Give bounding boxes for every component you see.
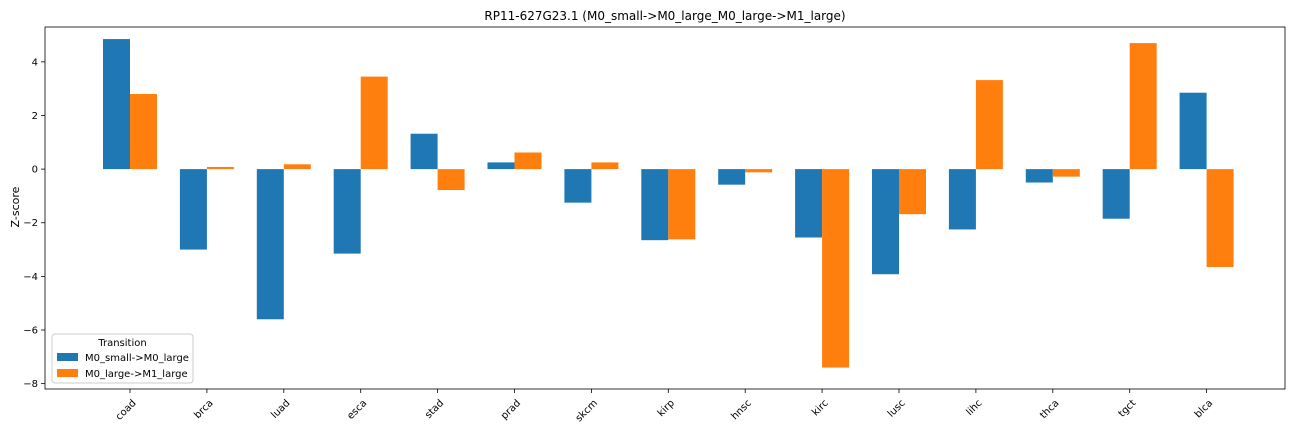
bar-m0-small-m0-large-kirc [795, 169, 823, 238]
x-tick-label: tgct [1117, 398, 1139, 420]
x-tick-label: kirp [656, 398, 677, 419]
bar-m0-small-m0-large-tgct [1102, 169, 1130, 219]
x-tick-label: skcm [574, 398, 600, 424]
bar-m0-small-m0-large-coad [103, 39, 130, 170]
legend-swatch [57, 369, 78, 377]
bar-m0-small-m0-large-esca [333, 169, 361, 254]
x-tick-label: coad [114, 398, 139, 423]
bar-m0-large-m1-large-luad [283, 164, 311, 170]
bar-m0-large-m1-large-lusc [899, 169, 926, 215]
bars [103, 39, 1234, 368]
bar-m0-small-m0-large-blca [1179, 92, 1207, 170]
bar-m0-small-m0-large-stad [410, 133, 438, 170]
x-axis-ticks: coad brca luad esca stad prad skcm kirp hnsc kirc… [114, 389, 1215, 424]
bar-m0-large-m1-large-blca [1206, 169, 1234, 267]
bar-m0-small-m0-large-luad [256, 169, 284, 320]
bar-m0-large-m1-large-hnsc [745, 169, 773, 173]
legend-label: M0_small->M0_large [85, 353, 189, 364]
x-tick-label: luad [269, 398, 292, 421]
x-tick-label: hnsc [730, 398, 754, 422]
bar-m0-large-m1-large-brca [206, 166, 234, 170]
x-tick-label: thca [1038, 398, 1061, 421]
legend-swatch [57, 353, 78, 361]
bar-m0-small-m0-large-brca [179, 169, 207, 250]
x-tick-label: lihc [964, 398, 984, 418]
bar-m0-large-m1-large-skcm [591, 162, 619, 170]
bar-m0-small-m0-large-kirp [641, 169, 669, 241]
bar-m0-large-m1-large-thca [1052, 169, 1080, 177]
x-tick-label: kirc [810, 398, 830, 418]
bar-m0-large-m1-large-tgct [1129, 43, 1157, 170]
y-tick-label: 4 [32, 57, 38, 68]
chart-title: RP11-627G23.1 (M0_small->M0_large_M0_lar… [484, 9, 845, 23]
legend-title: Transition [97, 338, 146, 349]
bar-m0-large-m1-large-kirp [668, 169, 696, 240]
legend-box [51, 333, 194, 384]
x-tick-label: prad [499, 398, 523, 422]
y-tick-label: 0 [32, 165, 38, 176]
x-tick-label: stad [423, 398, 446, 421]
x-tick-label: esca [345, 398, 369, 422]
x-tick-label: blca [1193, 398, 1215, 420]
plot-frame [44, 26, 1286, 390]
bar-m0-small-m0-large-skcm [564, 169, 592, 203]
x-tick-label: lusc [886, 398, 908, 420]
legend-label: M0_large->M1_large [85, 369, 188, 380]
bar-m0-small-m0-large-hnsc [718, 169, 746, 185]
bar-m0-large-m1-large-stad [437, 169, 465, 191]
bar-m0-large-m1-large-kirc [822, 169, 850, 368]
y-tick-label: 2 [32, 111, 38, 122]
y-tick-label: −8 [23, 379, 38, 390]
bar-m0-small-m0-large-prad [487, 162, 515, 170]
bar-m0-small-m0-large-lihc [948, 169, 976, 230]
y-tick-label: −4 [23, 272, 38, 283]
y-tick-label: −6 [23, 326, 38, 337]
bar-m0-large-m1-large-lihc [975, 80, 1003, 170]
y-axis-label: Z-score [9, 186, 22, 227]
y-axis-ticks: −8 −6 −4 −2 0 2 4 [23, 57, 45, 390]
bar-m0-large-m1-large-esca [360, 76, 388, 170]
y-tick-label: −2 [23, 218, 38, 229]
legend: Transition M0_small->M0_large M0_large->M1… [51, 333, 194, 384]
bar-m0-small-m0-large-lusc [872, 169, 899, 275]
bar-m0-large-m1-large-prad [514, 152, 542, 170]
bar-m0-large-m1-large-coad [130, 94, 157, 170]
bar-m0-small-m0-large-thca [1025, 169, 1053, 183]
x-tick-label: brca [192, 398, 215, 421]
